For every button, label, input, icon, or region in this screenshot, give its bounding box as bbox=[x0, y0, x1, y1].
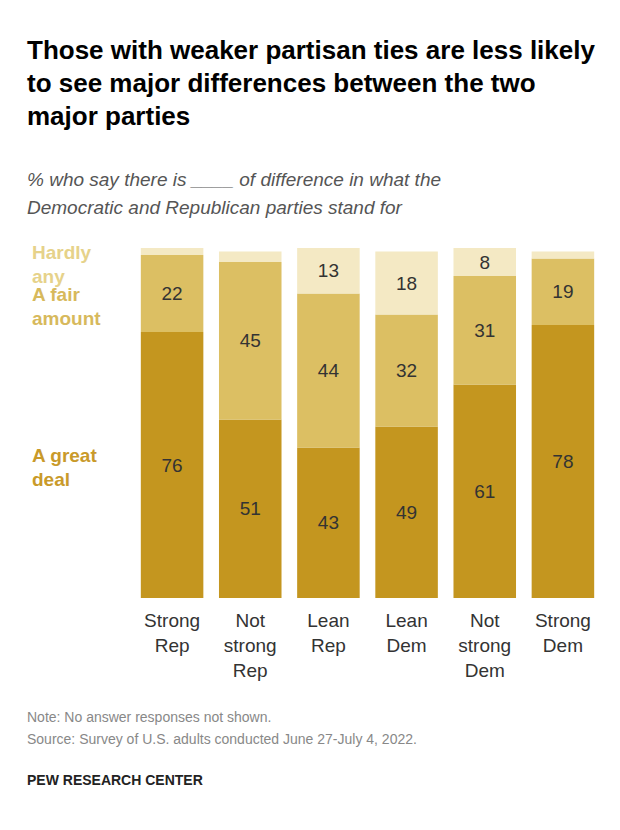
svg-text:to see major differences betwe: to see major differences between the two bbox=[27, 68, 543, 98]
svg-text:Not: Not bbox=[470, 610, 500, 631]
svg-text:deal: deal bbox=[32, 469, 70, 490]
svg-text:Those with weaker partisan tie: Those with weaker partisan ties are less… bbox=[27, 35, 602, 65]
svg-text:19: 19 bbox=[552, 281, 573, 302]
svg-text:8: 8 bbox=[479, 252, 490, 273]
svg-text:22: 22 bbox=[162, 283, 183, 304]
svg-text:Dem: Dem bbox=[387, 635, 427, 656]
svg-text:Strong: Strong bbox=[144, 610, 200, 631]
svg-text:any: any bbox=[32, 266, 65, 287]
svg-text:32: 32 bbox=[396, 360, 417, 381]
svg-text:Democratic and Republican part: Democratic and Republican parties stand … bbox=[27, 197, 403, 218]
svg-text:Rep: Rep bbox=[233, 660, 268, 681]
svg-text:Hardly: Hardly bbox=[32, 242, 96, 263]
svg-text:Strong: Strong bbox=[535, 610, 591, 631]
svg-text:45: 45 bbox=[240, 330, 261, 351]
svg-text:Lean: Lean bbox=[307, 610, 349, 631]
svg-text:51: 51 bbox=[240, 498, 261, 519]
svg-text:major parties: major parties bbox=[27, 101, 190, 131]
svg-text:Not: Not bbox=[235, 610, 265, 631]
svg-text:13: 13 bbox=[318, 260, 339, 281]
svg-text:strong: strong bbox=[458, 635, 511, 656]
svg-text:61: 61 bbox=[474, 481, 495, 502]
svg-text:18: 18 bbox=[396, 273, 417, 294]
svg-text:A fair: A fair bbox=[32, 284, 85, 305]
svg-text:Lean: Lean bbox=[385, 610, 427, 631]
svg-text:Rep: Rep bbox=[311, 635, 346, 656]
svg-text:A great: A great bbox=[32, 445, 102, 466]
svg-text:43: 43 bbox=[318, 512, 339, 533]
svg-text:Source: Survey of U.S. adults: Source: Survey of U.S. adults conducted … bbox=[27, 731, 417, 747]
svg-text:strong: strong bbox=[224, 635, 277, 656]
svg-text:49: 49 bbox=[396, 502, 417, 523]
svg-text:Dem: Dem bbox=[543, 635, 583, 656]
svg-text:Dem: Dem bbox=[465, 660, 505, 681]
svg-text:Rep: Rep bbox=[155, 635, 190, 656]
svg-text:31: 31 bbox=[474, 320, 495, 341]
svg-text:amount: amount bbox=[32, 308, 101, 329]
svg-text:76: 76 bbox=[162, 455, 183, 476]
svg-text:78: 78 bbox=[552, 451, 573, 472]
svg-text:% who say there is ____ of dif: % who say there is ____ of difference in… bbox=[27, 169, 446, 190]
svg-text:Note: No answer responses not: Note: No answer responses not shown. bbox=[27, 709, 271, 725]
svg-text:44: 44 bbox=[318, 360, 340, 381]
svg-text:PEW RESEARCH CENTER: PEW RESEARCH CENTER bbox=[27, 772, 203, 788]
